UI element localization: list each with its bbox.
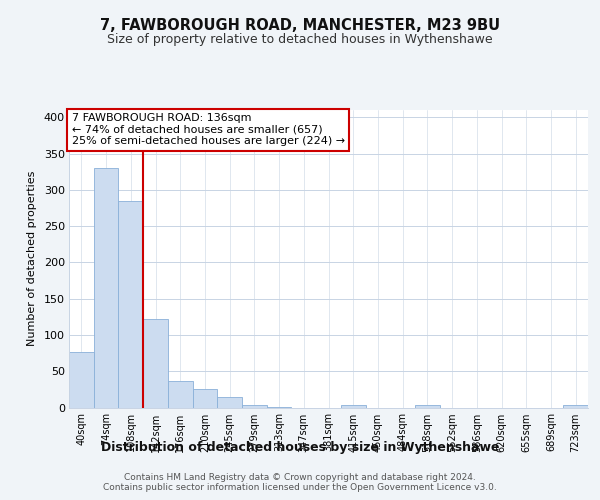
Bar <box>415 406 440 407</box>
Text: Contains HM Land Registry data © Crown copyright and database right 2024.
Contai: Contains HM Land Registry data © Crown c… <box>103 472 497 492</box>
Text: 7 FAWBOROUGH ROAD: 136sqm
← 74% of detached houses are smaller (657)
25% of semi: 7 FAWBOROUGH ROAD: 136sqm ← 74% of detac… <box>71 113 345 146</box>
Bar <box>118 202 143 408</box>
Bar <box>242 404 267 407</box>
Bar <box>143 319 168 408</box>
Bar <box>94 168 118 408</box>
Bar <box>168 380 193 407</box>
Bar <box>267 407 292 408</box>
Bar <box>193 390 217 407</box>
Text: 7, FAWBOROUGH ROAD, MANCHESTER, M23 9BU: 7, FAWBOROUGH ROAD, MANCHESTER, M23 9BU <box>100 18 500 32</box>
Bar <box>341 406 365 407</box>
Bar <box>217 398 242 407</box>
Bar <box>69 352 94 408</box>
Y-axis label: Number of detached properties: Number of detached properties <box>27 171 37 346</box>
Bar <box>563 406 588 407</box>
Text: Size of property relative to detached houses in Wythenshawe: Size of property relative to detached ho… <box>107 32 493 46</box>
Text: Distribution of detached houses by size in Wythenshawe: Distribution of detached houses by size … <box>101 441 499 454</box>
